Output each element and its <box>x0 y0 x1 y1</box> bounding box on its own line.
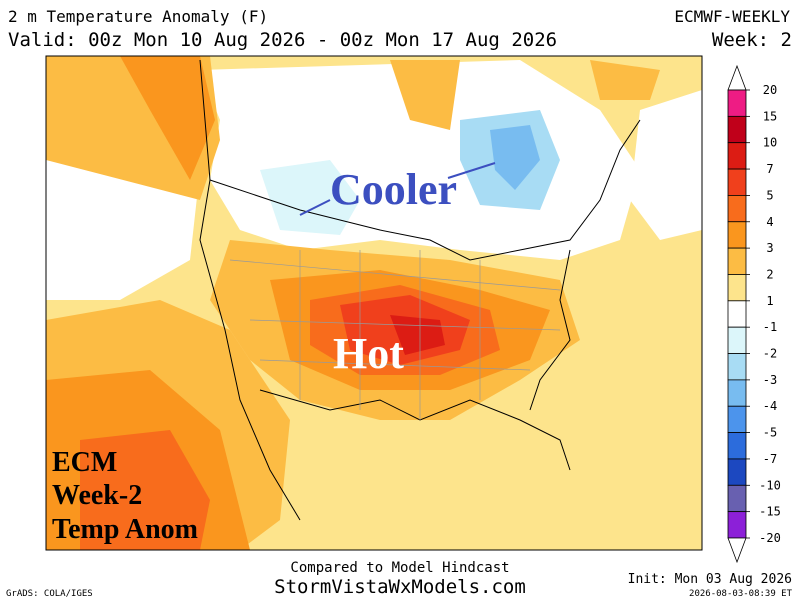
colorbar-box <box>727 195 747 223</box>
colorbar-label: 2 <box>766 267 773 281</box>
grads-credit: GrADS: COLA/IGES <box>6 589 93 599</box>
warm-region <box>390 60 460 130</box>
colorbar-box <box>727 326 747 354</box>
colorbar-label: 3 <box>766 241 773 255</box>
colorbar-box <box>727 353 747 381</box>
colorbar-box <box>727 247 747 275</box>
colorbar-box <box>727 432 747 460</box>
colorbar-box <box>727 168 747 196</box>
map-label: Temp Anom <box>52 514 198 545</box>
map-label: ECM <box>52 447 117 478</box>
site: StormVistaWxModels.com <box>274 576 526 598</box>
colorbar-label: -7 <box>763 452 777 466</box>
compare-note: Compared to Model Hindcast <box>290 560 509 576</box>
warm-region <box>120 56 215 180</box>
model-name: ECMWF-WEEKLY <box>674 7 790 26</box>
cool-region <box>260 160 360 235</box>
colorbar-box <box>727 115 747 144</box>
colorbar-end <box>727 537 747 564</box>
state-lines <box>229 250 561 420</box>
map: Cooler Hot ECM Week-2 Temp Anom <box>45 55 703 551</box>
timestamp: 2026-08-03-08:39 ET <box>689 589 793 599</box>
pointer-line <box>299 162 496 216</box>
colorbar-box <box>727 300 747 328</box>
colorbar-box <box>727 405 747 433</box>
cooler-label: Cooler <box>330 165 457 214</box>
colorbar-label: 15 <box>763 109 777 123</box>
colorbar-box <box>727 89 747 117</box>
colorbar-label: 20 <box>763 83 777 97</box>
colorbar-label: 10 <box>763 136 777 150</box>
title: 2 m Temperature Anomaly (F) <box>8 7 268 26</box>
colorbar-box <box>727 221 747 249</box>
colorbar-label: -4 <box>763 399 777 413</box>
colorbar-box <box>727 458 747 486</box>
warm-region <box>590 60 660 100</box>
colorbar-label: 7 <box>766 162 773 176</box>
cool-region <box>490 125 540 190</box>
colorbar-box <box>727 511 747 539</box>
colorbar-box <box>727 142 747 170</box>
boundaries <box>199 59 641 521</box>
neutral-region <box>630 90 702 240</box>
week: Week: 2 <box>712 29 792 51</box>
colorbar-box <box>727 274 747 302</box>
colorbar-label: -15 <box>759 505 781 519</box>
colorbar: 20 15 10 7 5 4 3 2 1 -1 -2 -3 -4 -5 -7 -10 -15 -20 <box>727 64 781 564</box>
colorbar-label: -2 <box>763 347 777 361</box>
colorbar-label: 1 <box>766 294 773 308</box>
colorbar-label: -5 <box>763 426 777 440</box>
colorbar-box <box>727 379 747 407</box>
map-label: Week-2 <box>52 480 142 511</box>
colorbar-label: -1 <box>763 320 777 334</box>
colorbar-label: 4 <box>766 215 773 229</box>
valid-time: Valid: 00z Mon 10 Aug 2026 - 00z Mon 17 … <box>8 29 557 51</box>
init-time: Init: Mon 03 Aug 2026 <box>628 572 792 587</box>
colorbar-label: 5 <box>766 188 773 202</box>
colorbar-label: -10 <box>759 478 781 492</box>
colorbar-box <box>727 484 747 513</box>
hot-region <box>80 430 210 550</box>
colorbar-label: -3 <box>763 373 777 387</box>
colorbar-label: -20 <box>759 531 781 545</box>
map-frame <box>45 55 703 551</box>
hot-label: Hot <box>333 329 404 378</box>
